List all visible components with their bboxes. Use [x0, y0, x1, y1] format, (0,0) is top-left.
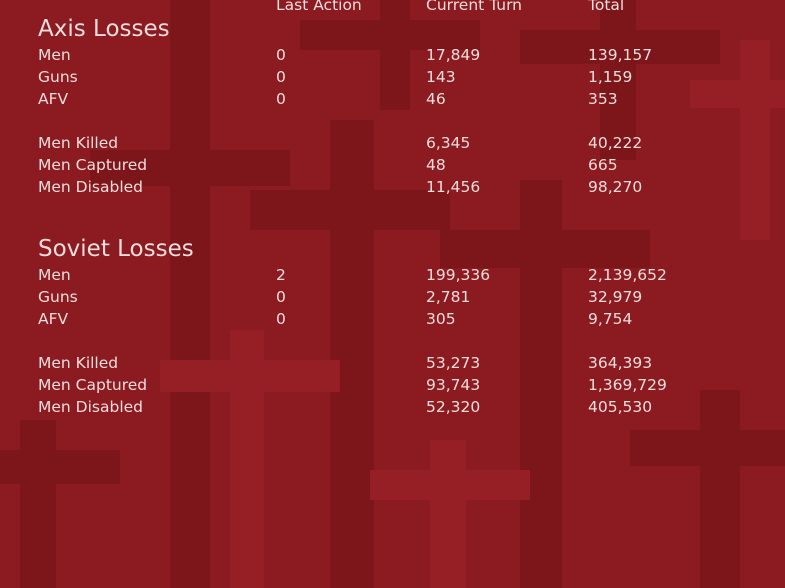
row-label: AFV	[38, 310, 69, 328]
cell-total: 405,530	[588, 398, 653, 416]
cell-current-turn: 93,743	[426, 376, 481, 394]
cell-current-turn: 199,336	[426, 266, 491, 284]
cell-total: 40,222	[588, 134, 643, 152]
row-label: Men Disabled	[38, 178, 143, 196]
cell-total: 665	[588, 156, 618, 174]
cell-current-turn: 53,273	[426, 354, 481, 372]
section-title: Axis Losses	[38, 16, 170, 42]
cell-current-turn: 2,781	[426, 288, 471, 306]
cell-total: 9,754	[588, 310, 633, 328]
cell-total: 364,393	[588, 354, 653, 372]
row-label: Guns	[38, 288, 78, 306]
column-header: Total	[588, 0, 625, 14]
row-label: Men Killed	[38, 134, 119, 152]
row-label: Men Disabled	[38, 398, 143, 416]
cell-total: 139,157	[588, 46, 653, 64]
cell-current-turn: 17,849	[426, 46, 481, 64]
cell-current-turn: 46	[426, 90, 446, 108]
cell-current-turn: 143	[426, 68, 456, 86]
cell-current-turn: 305	[426, 310, 456, 328]
cell-current-turn: 52,320	[426, 398, 481, 416]
cell-last-action: 0	[276, 68, 286, 86]
cell-total: 98,270	[588, 178, 643, 196]
cell-total: 1,369,729	[588, 376, 667, 394]
section-title: Soviet Losses	[38, 236, 194, 262]
cell-last-action: 0	[276, 288, 286, 306]
cell-total: 32,979	[588, 288, 643, 306]
row-label: Men Killed	[38, 354, 119, 372]
row-label: AFV	[38, 90, 69, 108]
cell-last-action: 0	[276, 46, 286, 64]
cell-total: 2,139,652	[588, 266, 667, 284]
crosses-light	[160, 40, 785, 588]
column-header: Last Action	[276, 0, 362, 14]
cell-last-action: 2	[276, 266, 286, 284]
cell-last-action: 0	[276, 310, 286, 328]
cell-current-turn: 11,456	[426, 178, 481, 196]
cell-total: 353	[588, 90, 618, 108]
cell-current-turn: 6,345	[426, 134, 471, 152]
cell-last-action: 0	[276, 90, 286, 108]
row-label: Men Captured	[38, 156, 148, 174]
row-label: Men	[38, 46, 71, 64]
column-header: Current Turn	[426, 0, 523, 14]
cell-current-turn: 48	[426, 156, 446, 174]
cell-total: 1,159	[588, 68, 633, 86]
row-label: Guns	[38, 68, 78, 86]
row-label: Men	[38, 266, 71, 284]
row-label: Men Captured	[38, 376, 148, 394]
